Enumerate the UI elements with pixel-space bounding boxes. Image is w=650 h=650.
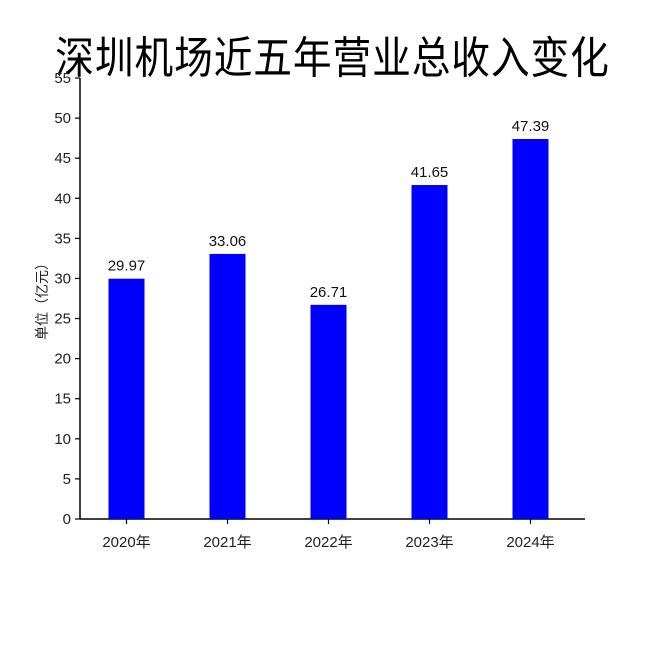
bar — [512, 139, 549, 519]
bar-value-label: 41.65 — [411, 164, 449, 181]
y-tick-label: 35 — [54, 230, 71, 247]
bar — [209, 253, 246, 519]
bar — [108, 278, 145, 519]
x-tick-label: 2023年 — [405, 534, 453, 551]
y-tick-label: 40 — [54, 190, 71, 207]
y-tick-label: 10 — [54, 431, 71, 448]
y-tick-label: 15 — [54, 391, 71, 408]
y-axis-label: 单位（亿元） — [35, 256, 51, 340]
x-axis: 2020年 2021年 2022年 2023年 2024年 — [80, 518, 585, 551]
y-tick-label: 5 — [63, 471, 71, 488]
bar-value-label: 29.97 — [108, 258, 146, 275]
y-axis: 0 5 10 15 20 25 30 35 40 45 50 55 — [54, 70, 81, 528]
bars: 29.97 33.06 26.71 41.65 47.39 — [108, 118, 550, 519]
x-tick-label: 2024年 — [506, 534, 554, 551]
x-tick-label: 2020年 — [102, 534, 150, 551]
y-tick-label: 50 — [54, 110, 71, 127]
bar-value-label: 33.06 — [209, 233, 247, 250]
chart-title: 深圳机场近五年营业总收入变化 — [55, 33, 610, 84]
y-tick-label: 0 — [63, 511, 71, 528]
bar — [310, 304, 347, 519]
bar-value-label: 47.39 — [512, 118, 550, 135]
x-tick-label: 2022年 — [304, 534, 352, 551]
y-tick-label: 20 — [54, 351, 71, 368]
bar — [411, 185, 448, 519]
y-tick-label: 55 — [54, 70, 71, 87]
y-tick-label: 25 — [54, 311, 71, 328]
y-tick-label: 30 — [54, 270, 71, 287]
bar-value-label: 26.71 — [310, 284, 348, 301]
x-tick-label: 2021年 — [203, 534, 251, 551]
y-tick-label: 45 — [54, 150, 71, 167]
